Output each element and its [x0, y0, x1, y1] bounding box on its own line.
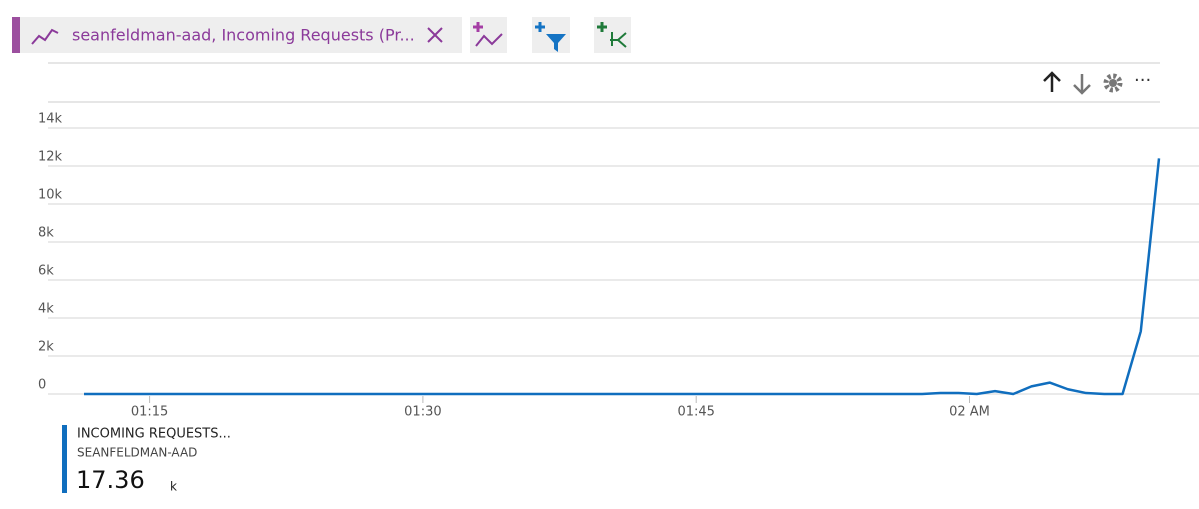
x-tick-label: 02 AM [949, 405, 990, 420]
y-tick-label: 12k [38, 150, 63, 165]
x-tick-label: 01:30 [404, 405, 441, 420]
y-tick-label: 10k [38, 188, 63, 203]
tab-accent [12, 17, 20, 53]
settings-center [1109, 79, 1117, 87]
y-tick-label: 4k [38, 302, 54, 317]
y-tick-label: 14k [38, 112, 63, 127]
move-up[interactable] [1043, 71, 1061, 92]
x-tick-label: 01:15 [131, 405, 168, 420]
tab-icon [31, 28, 59, 45]
legend-unit: k [170, 480, 177, 494]
legend-metric: INCOMING REQUESTS... [77, 427, 231, 442]
metric-icon [475, 33, 503, 47]
y-tick-label: 0 [38, 378, 46, 393]
plus [535, 22, 545, 32]
tab[interactable] [20, 17, 462, 53]
plus [473, 22, 483, 32]
filter-icon [546, 34, 566, 52]
plus [597, 22, 607, 32]
y-tick-label: 2k [38, 340, 54, 355]
x-tick-label: 01:45 [677, 405, 714, 420]
more[interactable]: ··· [1134, 70, 1151, 91]
legend-resource: SEANFELDMAN-AAD [77, 446, 197, 460]
series-line [84, 158, 1161, 396]
split-icon [610, 32, 627, 48]
move-down[interactable] [1073, 74, 1091, 95]
legend-swatch [62, 425, 67, 493]
legend-value: 17.36 [76, 466, 145, 494]
y-tick-label: 8k [38, 226, 54, 241]
close-icon[interactable] [427, 27, 443, 43]
tab-title: seanfeldman-aad, Incoming Requests (Pr..… [72, 26, 415, 45]
settings[interactable] [1103, 73, 1123, 93]
y-tick-label: 6k [38, 264, 54, 279]
